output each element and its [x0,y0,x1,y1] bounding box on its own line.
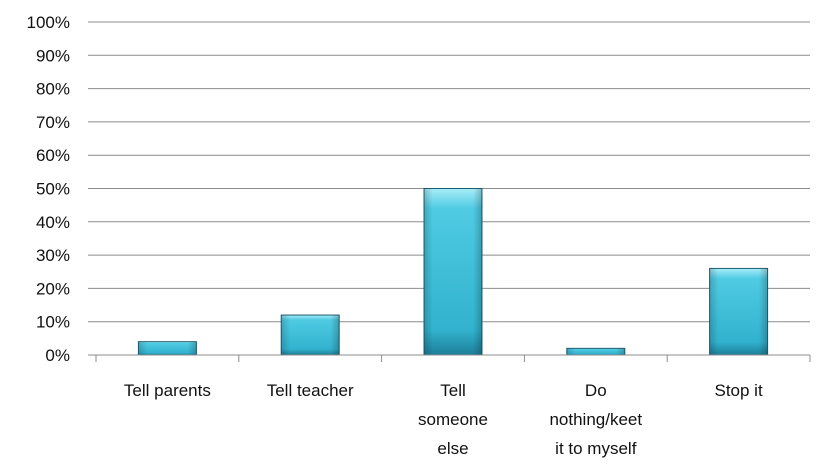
y-tick-label: 0% [45,346,70,365]
x-tick-label: Tell someone else [418,381,488,458]
x-tick-label: Tell parents [124,381,211,400]
x-tick-label-line: someone [418,410,488,429]
bar-shade [566,348,625,355]
x-tick-label-line: it to myself [555,439,637,458]
y-tick-label: 60% [36,146,70,165]
y-tick-label: 90% [36,46,70,65]
y-tick-label: 100% [27,13,70,32]
y-axis-ticks: 0% 10% 20% 30% 40% 50% 60% 70% 80% 90% 100% [27,13,70,365]
bar [423,188,483,356]
x-axis-labels: Tell parents Tell teacher Tell someone else D… [124,381,763,458]
x-tick-label-line: Do [585,381,607,400]
bar [280,314,340,356]
y-tick-label: 40% [36,213,70,232]
x-tick-label: Do nothing/keet it to myself [549,381,642,458]
bar [137,341,197,356]
x-tick-label-line: Tell teacher [267,381,354,400]
bar-shade [709,268,768,355]
x-tick-label-line: else [437,439,468,458]
x-tick-label-line: Tell parents [124,381,211,400]
x-tick-label-line: Tell [440,381,466,400]
y-tick-label: 10% [36,313,70,332]
bar-shade [138,341,197,355]
bar [566,347,626,356]
x-tick-label-line: Stop it [714,381,762,400]
x-tick-label: Stop it [714,381,762,400]
y-tick-label: 20% [36,279,70,298]
x-axis [95,354,811,362]
y-tick-label: 30% [36,246,70,265]
bar [709,267,769,356]
y-tick-label: 50% [36,180,70,199]
y-tick-label: 80% [36,80,70,99]
bar-shade [424,188,482,355]
bars [137,188,769,356]
bar-shade [281,315,340,355]
x-tick-label-line: nothing/keet [549,410,642,429]
x-tick-label: Tell teacher [267,381,354,400]
y-tick-label: 70% [36,113,70,132]
